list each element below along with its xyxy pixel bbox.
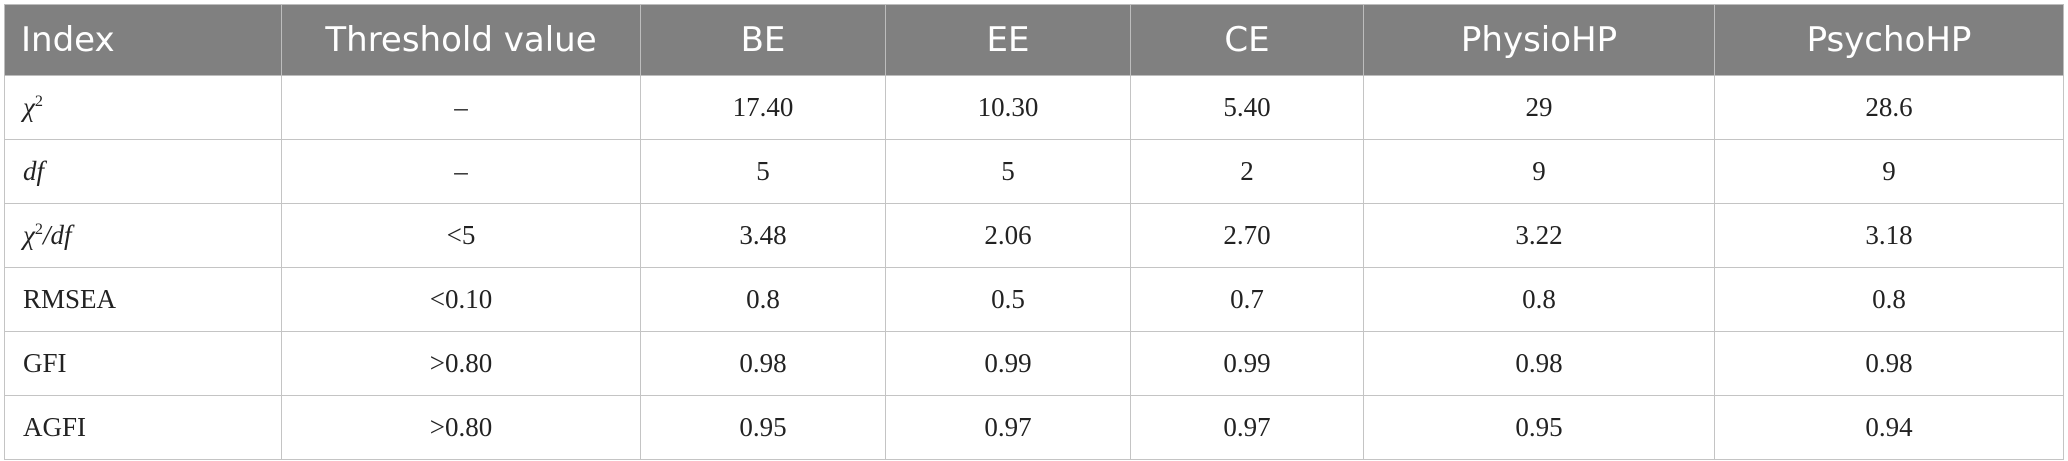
header-physiohp: PhysioHP	[1363, 4, 1715, 76]
table-row: χ2/df <5 3.48 2.06 2.70 3.22 3.18	[4, 203, 2064, 268]
value-cell: 9	[1714, 139, 2064, 204]
value-cell: 3.22	[1363, 203, 1715, 268]
header-row: Index Threshold value BE EE CE PhysioHP …	[4, 4, 2064, 76]
value-cell: 0.99	[885, 331, 1131, 396]
superscript: 2	[34, 220, 43, 238]
value-cell: 3.48	[640, 203, 886, 268]
value-cell: 0.5	[885, 267, 1131, 332]
row-index-cell: χ2	[4, 75, 282, 140]
row-index-cell: AGFI	[4, 395, 282, 460]
table-row: df – 5 5 2 9 9	[4, 139, 2064, 204]
ratio-suffix: /df	[42, 220, 72, 250]
value-cell: 2	[1130, 139, 1364, 204]
model-fit-table: Index Threshold value BE EE CE PhysioHP …	[4, 4, 2064, 460]
value-cell: 3.18	[1714, 203, 2064, 268]
value-cell: 10.30	[885, 75, 1131, 140]
value-cell: 5	[885, 139, 1131, 204]
table-row: χ2 – 17.40 10.30 5.40 29 28.6	[4, 75, 2064, 140]
threshold-cell: >0.80	[281, 395, 641, 460]
superscript: 2	[34, 92, 43, 110]
threshold-cell: –	[281, 139, 641, 204]
header-be: BE	[640, 4, 886, 76]
value-cell: 0.8	[1363, 267, 1715, 332]
df-label: df	[23, 156, 45, 186]
header-ce: CE	[1130, 4, 1364, 76]
value-cell: 2.70	[1130, 203, 1364, 268]
value-cell: 0.94	[1714, 395, 2064, 460]
value-cell: 0.99	[1130, 331, 1364, 396]
value-cell: 9	[1363, 139, 1715, 204]
row-index-cell: df	[4, 139, 282, 204]
value-cell: 0.97	[1130, 395, 1364, 460]
value-cell: 28.6	[1714, 75, 2064, 140]
value-cell: 29	[1363, 75, 1715, 140]
chi-symbol: χ	[23, 92, 35, 122]
row-index-cell: GFI	[4, 331, 282, 396]
table-row: RMSEA <0.10 0.8 0.5 0.7 0.8 0.8	[4, 267, 2064, 332]
header-index: Index	[4, 4, 282, 76]
value-cell: 0.8	[1714, 267, 2064, 332]
chi-symbol: χ	[23, 220, 35, 250]
threshold-cell: <0.10	[281, 267, 641, 332]
value-cell: 5	[640, 139, 886, 204]
threshold-cell: –	[281, 75, 641, 140]
value-cell: 17.40	[640, 75, 886, 140]
value-cell: 0.95	[640, 395, 886, 460]
row-index-cell: RMSEA	[4, 267, 282, 332]
value-cell: 0.98	[640, 331, 886, 396]
row-index-cell: χ2/df	[4, 203, 282, 268]
value-cell: 0.8	[640, 267, 886, 332]
header-threshold: Threshold value	[281, 4, 641, 76]
value-cell: 2.06	[885, 203, 1131, 268]
header-psychohp: PsychoHP	[1714, 4, 2064, 76]
threshold-cell: >0.80	[281, 331, 641, 396]
value-cell: 0.7	[1130, 267, 1364, 332]
header-ee: EE	[885, 4, 1131, 76]
threshold-cell: <5	[281, 203, 641, 268]
value-cell: 0.95	[1363, 395, 1715, 460]
value-cell: 5.40	[1130, 75, 1364, 140]
table-row: AGFI >0.80 0.95 0.97 0.97 0.95 0.94	[4, 395, 2064, 460]
value-cell: 0.98	[1363, 331, 1715, 396]
value-cell: 0.98	[1714, 331, 2064, 396]
value-cell: 0.97	[885, 395, 1131, 460]
table-row: GFI >0.80 0.98 0.99 0.99 0.98 0.98	[4, 331, 2064, 396]
